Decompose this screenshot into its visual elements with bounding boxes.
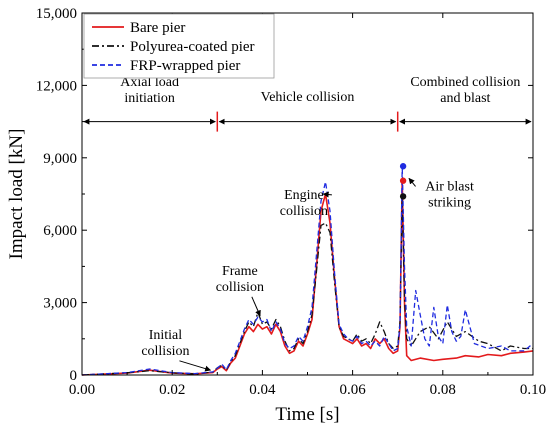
peak-marker — [399, 193, 407, 200]
phase-layer: Axial load initiation Vehicle collision Com… — [83, 75, 532, 132]
legend: Bare pier Polyurea-coated pier FRP-wrapped… — [83, 13, 275, 79]
x-tick-label: 0.06 — [339, 382, 366, 398]
y-tick-label: 0 — [70, 368, 78, 384]
phase-label: Vehicle collision — [261, 90, 355, 105]
legend-entry: FRP-wrapped pier — [130, 58, 240, 74]
annotation-arrow — [179, 360, 212, 372]
annotation-label-line: Frame — [222, 264, 258, 279]
phase-label-line: initiation — [124, 91, 175, 106]
peak-marker — [399, 163, 407, 170]
annotation-label: Air blast striking — [425, 179, 474, 210]
y-tick-label: 12,000 — [36, 78, 77, 94]
y-tick-label: 9,000 — [43, 151, 77, 167]
series-line-2 — [81, 195, 533, 376]
phase-label-line: Combined collision — [410, 75, 520, 90]
legend-entry: Polyurea-coated pier — [130, 39, 255, 55]
annotation-label-line: collision — [141, 344, 189, 359]
annotation-label-line: collision — [280, 204, 328, 219]
annotation-label: Engine collision — [280, 188, 328, 219]
annotation-arrow — [322, 191, 332, 198]
x-tick-label: 0.08 — [430, 382, 456, 398]
annotation-arrow — [251, 296, 261, 317]
annotation-label-line: striking — [428, 195, 471, 210]
x-tick-label: 0.04 — [249, 382, 276, 398]
annotation-label-line: collision — [216, 280, 264, 295]
y-tick-label: 15,000 — [36, 6, 77, 22]
phase-label-line: Vehicle collision — [261, 90, 355, 105]
legend-box — [83, 13, 275, 79]
phase-label-line: and blast — [440, 91, 490, 106]
legend-entry: Bare pier — [130, 20, 185, 36]
y-tick-label: 3,000 — [43, 296, 77, 312]
phase-label: Combined collision and blast — [410, 75, 520, 106]
phase-label: Axial load initiation — [120, 75, 179, 106]
x-tick-label: 0.10 — [520, 382, 546, 398]
annotation-label-line: Air blast — [425, 179, 474, 194]
peak-marker — [399, 177, 407, 184]
phase-label-line: Axial load — [120, 75, 179, 90]
annotation-label-line: Engine — [284, 188, 324, 203]
annotation-label: Initial collision — [141, 328, 189, 359]
x-tick-label: 0.00 — [69, 382, 95, 398]
annotation-arrow — [408, 177, 416, 187]
series-layer — [81, 163, 534, 376]
series-line-1 — [81, 178, 534, 376]
y-tick-label: 6,000 — [43, 223, 77, 239]
x-axis-title: Time [s] — [275, 404, 339, 425]
y-axis-title: Impact load [kN] — [6, 129, 27, 260]
x-tick-label: 0.02 — [159, 382, 185, 398]
annotation-label: Frame collision — [216, 264, 264, 295]
annotation-label-line: Initial — [149, 328, 183, 343]
axes-layer: 0.00 0.02 0.04 0.06 0.08 0.10 0 3,000 6,000 9,000… — [6, 6, 546, 425]
series-line-3 — [81, 164, 534, 376]
